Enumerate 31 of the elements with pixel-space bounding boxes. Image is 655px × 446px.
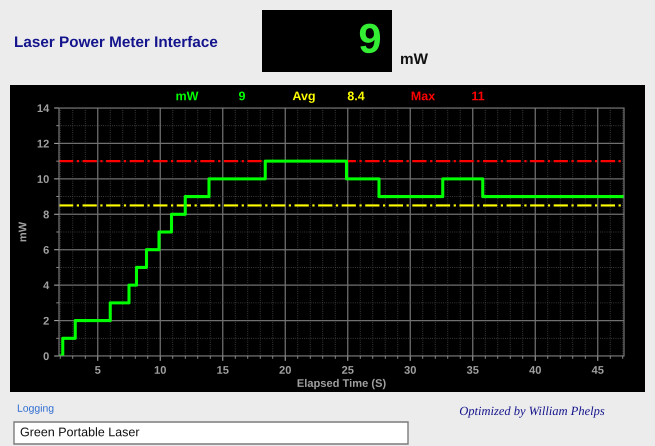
text: 9: [238, 92, 246, 100]
y-tick-label: 12: [38, 140, 49, 148]
x-tick-label: 5: [95, 366, 101, 374]
text: Logging: [18, 404, 54, 414]
text: Optimized by William Phelps: [460, 406, 604, 418]
x-tick-label: 25: [342, 366, 354, 374]
y-axis-title: mW: [18, 222, 26, 242]
y-tick-label: 8: [43, 210, 49, 218]
x-tick-label: 45: [592, 366, 604, 374]
chart-title: Laser Power Meter Interface: [15, 36, 218, 48]
y-tick-label: 14: [38, 104, 50, 112]
text: Avg: [292, 92, 315, 103]
x-tick-label: 30: [404, 366, 416, 374]
x-axis-title: Elapsed Time (S): [298, 378, 386, 390]
y-tick-label: 10: [38, 175, 49, 183]
y-tick-label: 6: [44, 246, 49, 254]
text: 9: [360, 24, 380, 54]
y-tick-label: 0: [44, 352, 49, 360]
y-tick-label: 2: [43, 316, 49, 325]
text: mW: [401, 53, 428, 64]
x-tick-label: 10: [154, 366, 166, 374]
text: Green Portable Laser: [20, 427, 140, 436]
x-tick-label: 20: [279, 366, 291, 374]
x-tick-label: 40: [529, 366, 541, 374]
x-tick-label: 15: [217, 366, 229, 374]
y-tick-label: 4: [43, 282, 50, 290]
text: Max: [412, 92, 436, 100]
text: 11: [472, 92, 484, 100]
x-tick-label: 35: [466, 366, 479, 374]
text: 8.4: [348, 92, 365, 100]
text: mW: [176, 92, 198, 100]
